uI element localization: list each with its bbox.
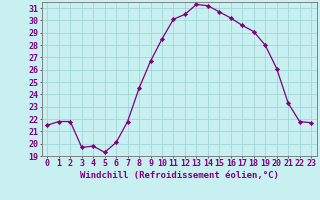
X-axis label: Windchill (Refroidissement éolien,°C): Windchill (Refroidissement éolien,°C) (80, 171, 279, 180)
